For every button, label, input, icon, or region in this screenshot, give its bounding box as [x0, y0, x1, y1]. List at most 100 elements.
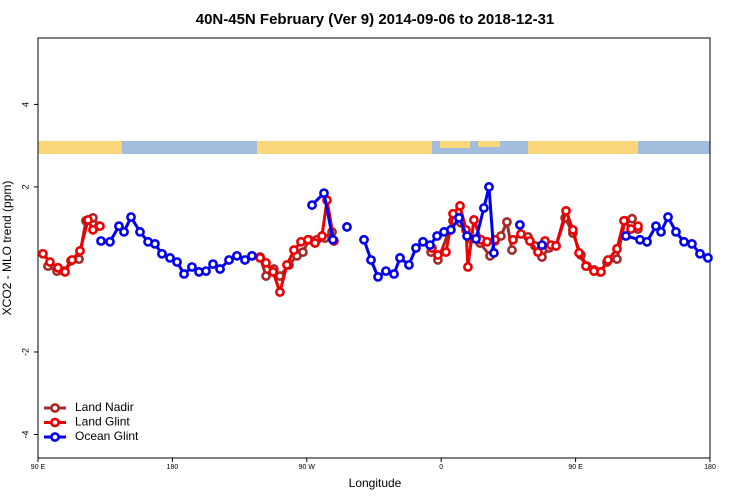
data-point — [255, 253, 265, 263]
data-point — [95, 221, 105, 232]
strip-land — [528, 141, 638, 154]
y-tick-label: -2 — [20, 348, 30, 356]
data-point — [663, 212, 673, 222]
data-point — [671, 227, 681, 237]
data-point — [53, 262, 63, 273]
data-point — [651, 221, 661, 232]
data-point — [612, 254, 622, 265]
y-tick-label: 2 — [20, 184, 30, 189]
data-point — [446, 224, 456, 235]
data-point — [551, 241, 561, 251]
data-point — [88, 224, 98, 235]
data-point — [471, 234, 481, 244]
data-point — [317, 231, 327, 241]
data-point — [389, 269, 399, 279]
data-point — [454, 212, 464, 223]
data-point — [425, 240, 435, 251]
data-point — [75, 245, 85, 256]
data-point — [45, 257, 55, 267]
data-point — [596, 267, 606, 277]
data-point — [208, 259, 218, 269]
data-point — [621, 231, 631, 241]
data-point — [319, 188, 329, 199]
legend-marker — [50, 403, 60, 413]
data-point — [514, 219, 525, 230]
data-point — [96, 236, 106, 246]
x-tick-label: 90 E — [568, 464, 583, 471]
data-point — [67, 255, 77, 265]
data-point — [172, 257, 182, 267]
data-point — [165, 253, 175, 263]
data-point — [703, 253, 713, 263]
data-point — [462, 231, 472, 241]
plot-frame — [37, 37, 711, 459]
y-axis-label: XCO2 - MLO trend (ppm) — [0, 181, 14, 316]
legend-label: Land Nadir — [75, 400, 134, 414]
data-point — [307, 200, 317, 210]
data-point — [187, 262, 197, 272]
chart-title: 40N-45N February (Ver 9) 2014-09-06 to 2… — [196, 11, 555, 28]
data-point — [179, 269, 189, 279]
data-point — [525, 236, 535, 246]
x-axis-label: Longitude — [349, 476, 402, 490]
strip-land — [38, 141, 122, 154]
data-point — [627, 213, 637, 224]
x-tick-label: 90 W — [299, 464, 316, 471]
data-point — [441, 247, 451, 258]
legend-marker — [50, 417, 60, 428]
data-point — [342, 222, 352, 232]
data-point — [537, 240, 547, 251]
data-point — [224, 255, 234, 265]
data-point — [507, 245, 517, 255]
data-point — [395, 253, 405, 263]
surface-strip — [38, 141, 710, 154]
data-point — [484, 182, 494, 192]
data-point — [612, 243, 622, 254]
data-point — [561, 205, 571, 216]
data-point — [157, 248, 167, 259]
data-point — [282, 260, 292, 270]
data-point — [240, 255, 250, 265]
y-tick-label: 4 — [20, 102, 30, 107]
data-point — [126, 212, 136, 222]
data-point — [201, 266, 211, 277]
legend-label: Land Glint — [75, 415, 130, 429]
data-point — [404, 260, 414, 270]
data-point — [679, 236, 689, 247]
strip-land — [478, 141, 500, 147]
data-point — [150, 238, 160, 249]
data-point — [215, 264, 225, 274]
data-point — [603, 255, 613, 265]
data-point — [114, 221, 124, 232]
data-point — [581, 261, 591, 272]
data-point — [366, 255, 376, 265]
data-point — [38, 248, 48, 259]
data-point — [633, 221, 643, 232]
data-point — [275, 287, 285, 298]
data-point — [433, 250, 443, 260]
y-tick-label: -4 — [20, 430, 30, 438]
data-point — [261, 257, 271, 268]
data-point — [60, 267, 70, 277]
strip-land — [257, 141, 432, 154]
data-point — [247, 250, 257, 261]
data-point — [432, 231, 442, 241]
strip-land — [440, 141, 470, 148]
data-point — [469, 215, 479, 225]
data-point — [310, 238, 320, 248]
data-point — [289, 245, 299, 255]
data-point — [232, 250, 242, 261]
data-point — [83, 215, 93, 225]
data-point — [489, 248, 499, 258]
data-point — [463, 262, 473, 272]
data-point — [508, 234, 518, 245]
data-point — [328, 234, 338, 245]
data-point — [533, 247, 543, 258]
data-point — [119, 227, 129, 237]
data-point — [105, 236, 115, 247]
legend-label: Ocean Glint — [75, 429, 139, 443]
data-point — [516, 229, 526, 239]
